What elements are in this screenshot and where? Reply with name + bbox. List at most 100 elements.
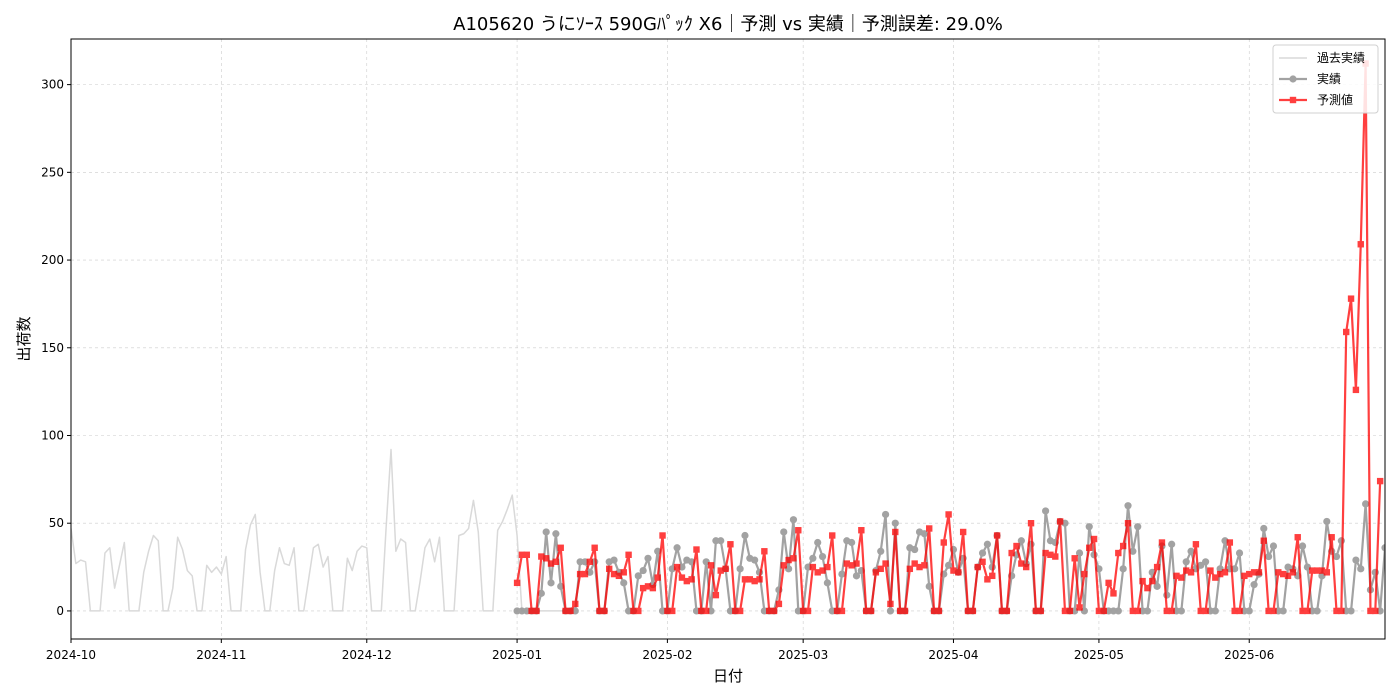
data-point xyxy=(1013,542,1020,550)
data-point xyxy=(959,528,967,536)
data-point xyxy=(1284,572,1292,580)
data-point xyxy=(1269,542,1278,550)
data-point xyxy=(1119,565,1127,573)
data-point xyxy=(1289,569,1297,576)
data-point xyxy=(644,583,652,590)
data-point xyxy=(881,510,890,519)
data-point xyxy=(930,607,938,615)
data-point xyxy=(775,600,783,608)
data-point xyxy=(1246,570,1253,578)
x-tick-label: 2025-06 xyxy=(1224,648,1274,662)
data-point xyxy=(1037,607,1044,615)
data-point xyxy=(818,552,827,561)
data-point xyxy=(780,528,788,536)
data-point xyxy=(891,519,899,527)
data-point xyxy=(1328,534,1335,541)
data-point xyxy=(596,607,603,615)
data-point xyxy=(1095,607,1103,615)
data-point xyxy=(673,544,681,552)
data-point xyxy=(1323,517,1331,526)
data-point xyxy=(906,565,914,573)
data-point xyxy=(1076,604,1083,611)
data-point xyxy=(586,558,594,566)
data-point xyxy=(1178,574,1185,581)
data-point xyxy=(1173,572,1180,580)
data-point xyxy=(673,563,681,571)
data-point xyxy=(664,607,671,615)
data-point xyxy=(843,560,850,567)
data-point xyxy=(1197,607,1204,615)
data-point xyxy=(1047,551,1054,558)
data-point xyxy=(1313,567,1321,574)
data-point xyxy=(877,565,884,573)
data-point xyxy=(736,607,744,615)
x-tick-label: 2025-02 xyxy=(642,648,692,662)
data-point xyxy=(1086,544,1093,551)
data-point xyxy=(572,600,579,608)
data-point xyxy=(1144,584,1151,592)
data-point xyxy=(833,607,841,615)
x-tick-label: 2024-12 xyxy=(342,648,392,662)
data-point xyxy=(615,572,623,580)
data-point xyxy=(1192,541,1200,548)
data-point xyxy=(911,545,919,554)
data-point xyxy=(780,562,787,569)
data-point xyxy=(998,607,1006,615)
data-point xyxy=(538,553,545,560)
data-point xyxy=(785,556,792,564)
y-tick-label: 100 xyxy=(41,428,64,442)
data-point xyxy=(916,563,923,571)
data-point xyxy=(1241,572,1248,580)
data-point xyxy=(892,528,899,536)
data-point xyxy=(993,532,1001,539)
data-point xyxy=(1357,241,1364,248)
data-point xyxy=(824,563,831,571)
data-point xyxy=(1250,581,1258,589)
data-point xyxy=(1299,607,1306,615)
data-point xyxy=(1017,537,1025,545)
data-point xyxy=(882,560,889,567)
data-point xyxy=(1168,540,1176,548)
y-axis: 0 50 100 150 200 250 300 xyxy=(41,78,71,618)
data-point xyxy=(1114,607,1122,615)
data-point xyxy=(1018,560,1025,567)
y-tick-label: 0 xyxy=(56,604,64,618)
y-tick-label: 50 xyxy=(49,516,64,530)
plot-frame xyxy=(70,38,1386,640)
data-point xyxy=(547,560,555,567)
data-point xyxy=(635,607,642,615)
data-point xyxy=(1119,542,1127,550)
x-tick-label: 2024-10 xyxy=(46,648,96,662)
data-point xyxy=(819,567,826,574)
data-point xyxy=(1124,520,1132,527)
legend-label: 過去実績 xyxy=(1317,50,1365,65)
data-point xyxy=(1163,607,1171,615)
data-point xyxy=(1183,567,1190,574)
data-point xyxy=(1352,386,1360,394)
data-point xyxy=(1149,577,1156,585)
data-point xyxy=(1309,567,1316,574)
data-point xyxy=(698,607,705,615)
data-point xyxy=(688,576,695,583)
data-point xyxy=(1265,552,1273,561)
data-point xyxy=(1294,534,1301,541)
data-point xyxy=(756,576,763,583)
data-point xyxy=(1362,500,1370,508)
data-point xyxy=(523,551,530,558)
legend-marker xyxy=(1289,75,1297,83)
data-point xyxy=(848,538,856,547)
data-point xyxy=(920,530,928,538)
data-point xyxy=(1187,547,1195,555)
x-tick-label: 2024-11 xyxy=(196,648,246,662)
data-point xyxy=(911,560,918,567)
x-axis: 2024-10 2024-11 2024-12 2025-01 2025-02 2025-… xyxy=(46,639,1274,662)
x-axis-label: 日付 xyxy=(713,667,743,685)
data-point xyxy=(1027,520,1035,527)
data-point xyxy=(974,563,981,571)
data-point xyxy=(848,562,855,569)
data-point xyxy=(537,589,545,597)
data-point xyxy=(1347,295,1355,302)
data-point xyxy=(717,567,724,574)
legend-item xyxy=(1279,96,1307,104)
